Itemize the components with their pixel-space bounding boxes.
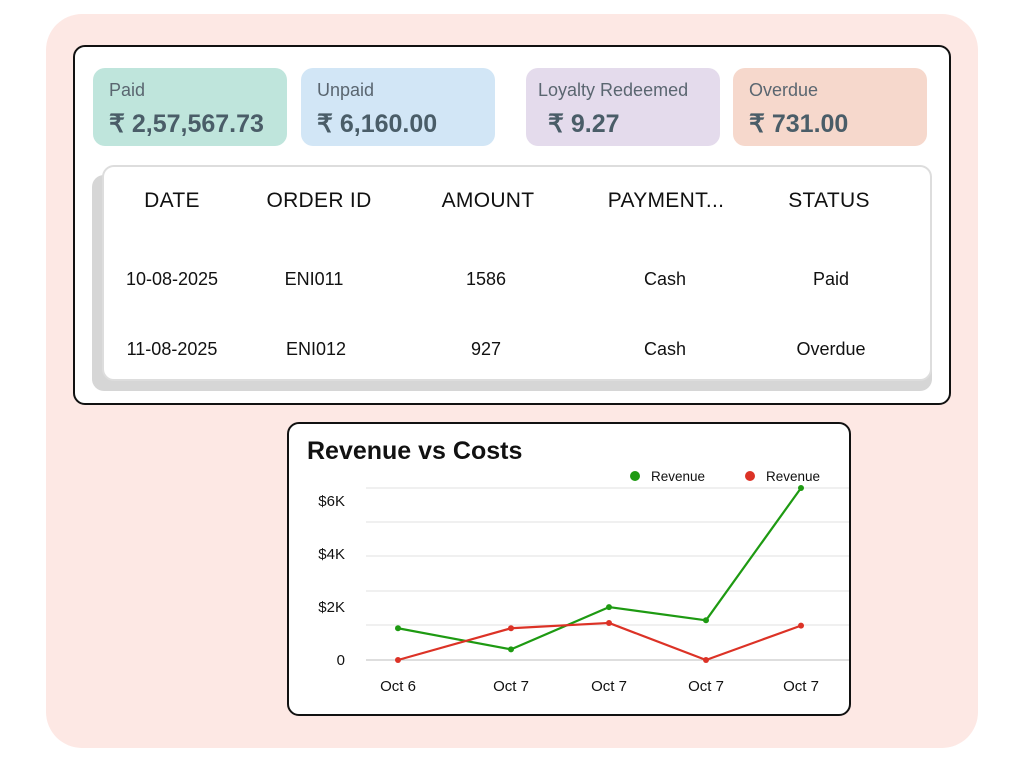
overdue-stat-card[interactable]: Overdue ₹ 731.00 <box>733 68 927 146</box>
table-row-2-order-id[interactable]: ENI012 <box>285 339 347 359</box>
orders-table: DATE ORDER ID AMOUNT PAYMENT... STATUS 1… <box>102 165 932 381</box>
y-tick-label: $4K <box>318 546 345 563</box>
series-1-point <box>606 604 612 611</box>
series-1-point <box>508 646 514 653</box>
unpaid-label: Unpaid <box>317 80 375 100</box>
series-2-point <box>798 622 804 629</box>
table-row-2-date: 11-08-2025 <box>126 339 218 359</box>
paid-value: ₹ 2,57,567.73 <box>109 110 264 138</box>
table-row-2-amount: 927 <box>470 339 502 359</box>
table-row-1-date: 10-08-2025 <box>125 269 219 289</box>
series-2-point <box>395 657 401 663</box>
table-row-2-payment: Cash <box>643 339 687 359</box>
paid-label: Paid <box>109 80 146 100</box>
legend-marker <box>745 471 755 481</box>
loyalty-redeemed-stat-card[interactable]: Loyalty Redeemed ₹ 9.27 <box>526 68 720 146</box>
table-row-1-amount: 1586 <box>465 269 507 289</box>
table-row-1-order-id[interactable]: ENI011 <box>284 269 344 289</box>
series-2-line <box>397 621 802 662</box>
series-2-point <box>703 657 709 663</box>
series-1-point <box>395 625 401 632</box>
x-tick-label: Oct 7 <box>591 678 627 695</box>
series-1-point <box>798 485 804 491</box>
payments-summary-card: Paid ₹ 2,57,567.73 Unpaid ₹ 6,160.00 Loy… <box>73 45 951 405</box>
revenue-costs-chart-card: Revenue vs Costs 0 $2K $4K $6K Oct 6 Oct 7 Oct… <box>287 422 851 716</box>
column-header-status[interactable]: STATUS <box>788 189 870 212</box>
legend-label: Revenue <box>651 469 705 484</box>
y-tick-label: 0 <box>337 652 345 669</box>
x-tick-label: Oct 7 <box>493 678 529 695</box>
column-header-order-id[interactable]: ORDER ID <box>266 189 372 212</box>
chart-title: Revenue vs Costs <box>307 437 523 465</box>
table-row-2-status: Overdue <box>796 339 866 359</box>
column-header-date[interactable]: DATE <box>144 189 200 212</box>
series-1-point <box>703 617 709 624</box>
revenue-costs-chart: 0 $2K $4K $6K Oct 6 Oct 7 Oct 7 Oct 7 Oct 7 Reven… <box>318 469 849 695</box>
table-row-1-status: Paid <box>812 269 850 289</box>
loyalty-redeemed-label: Loyalty Redeemed <box>538 80 689 100</box>
column-header-amount[interactable]: AMOUNT <box>441 189 535 212</box>
x-tick-label: Oct 7 <box>688 678 724 695</box>
y-tick-label: $6K <box>318 493 345 510</box>
table-row-1-payment: Cash <box>643 269 687 289</box>
unpaid-stat-card[interactable]: Unpaid ₹ 6,160.00 <box>301 68 495 146</box>
paid-stat-card[interactable]: Paid ₹ 2,57,567.73 <box>93 68 287 146</box>
overdue-label: Overdue <box>749 80 819 100</box>
legend-label: Revenue <box>766 469 820 484</box>
series-2-point <box>508 625 514 632</box>
loyalty-redeemed-value: ₹ 9.27 <box>548 110 620 138</box>
legend-marker <box>630 471 640 481</box>
series-2-point <box>606 619 612 626</box>
y-tick-label: $2K <box>318 599 345 616</box>
column-header-payment[interactable]: PAYMENT... <box>607 189 725 212</box>
overdue-value: ₹ 731.00 <box>749 110 849 138</box>
x-tick-label: Oct 7 <box>783 678 819 695</box>
unpaid-value: ₹ 6,160.00 <box>317 110 438 138</box>
x-tick-label: Oct 6 <box>380 678 416 695</box>
